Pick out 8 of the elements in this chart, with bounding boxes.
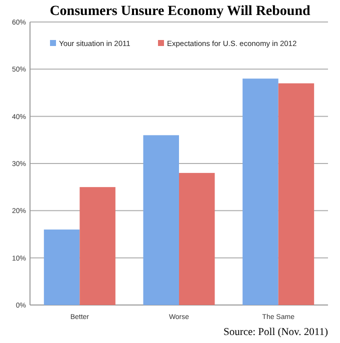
bar (242, 78, 278, 305)
source-note: Source: Poll (Nov. 2011) (223, 327, 328, 338)
bar (44, 230, 80, 305)
bar (80, 187, 116, 305)
bar (143, 135, 179, 305)
bar (278, 83, 314, 305)
bar (179, 172, 215, 305)
chart-title: Consumers Unsure Economy Will Rebound (50, 4, 311, 19)
